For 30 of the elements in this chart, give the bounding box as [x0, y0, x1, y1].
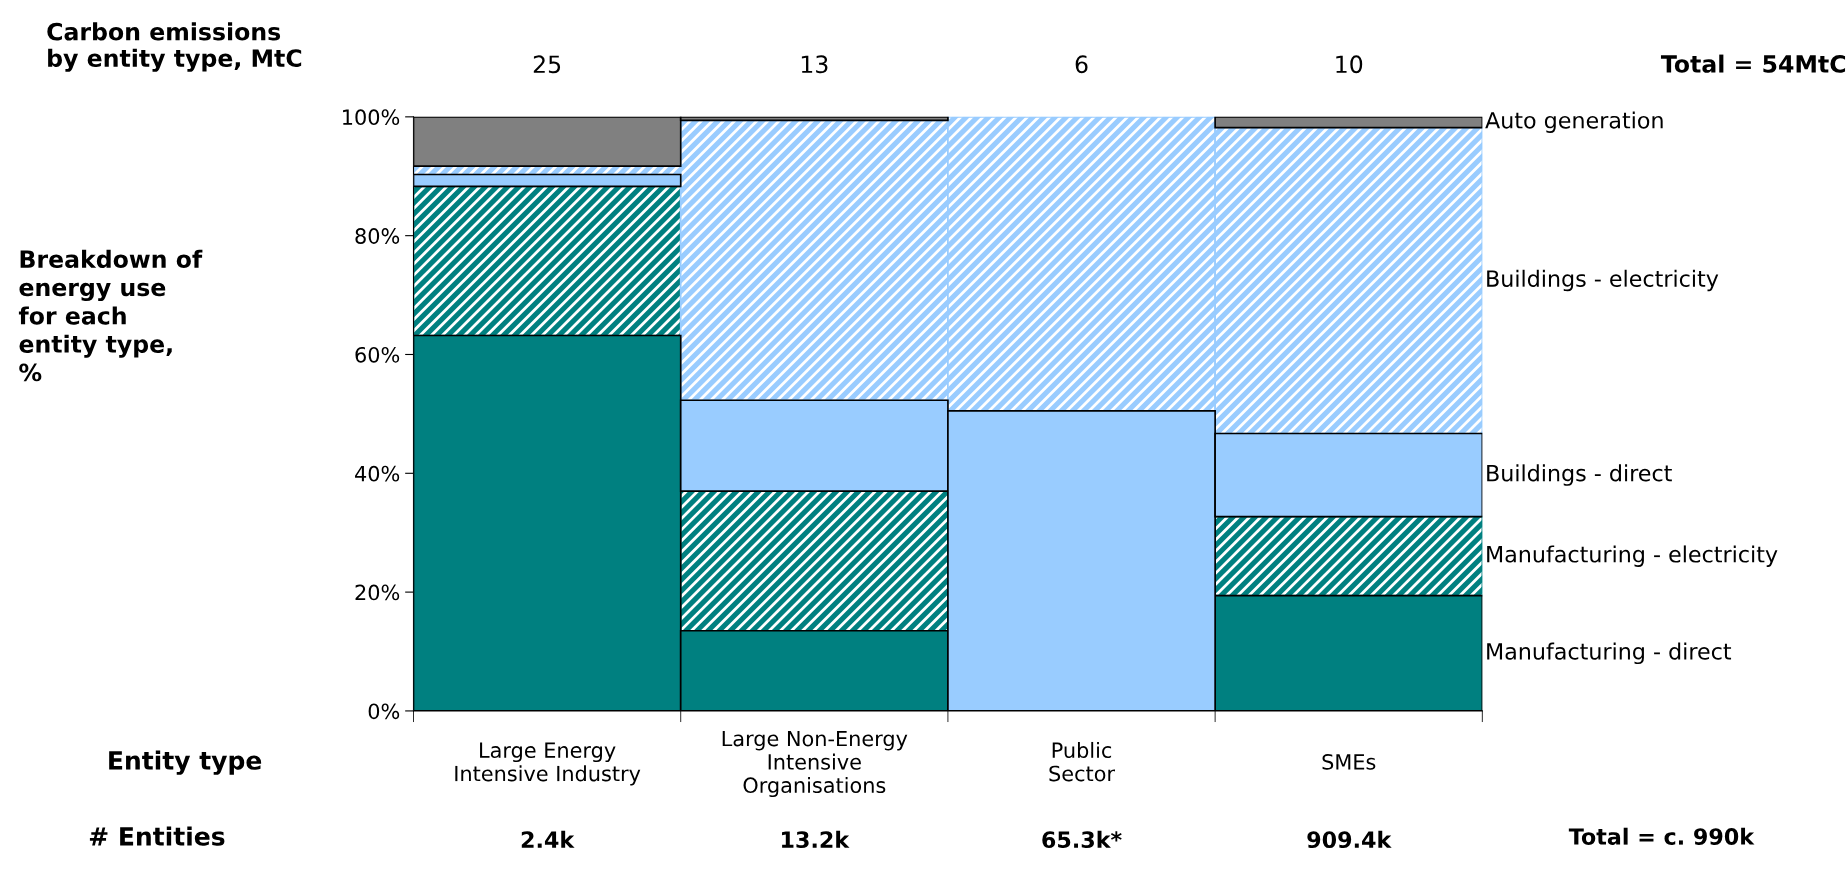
series-label: Buildings - electricity	[1487, 269, 1719, 292]
text: Breakdown of energy use for each entity type, %	[18, 249, 203, 382]
text: 2.4k	[521, 830, 575, 848]
text: 10	[1336, 55, 1363, 74]
x-axis-title: Entity type	[109, 750, 262, 775]
x-tick-label: SMEs	[1322, 753, 1376, 770]
x-tick-label: Large Non-Energy Intensive Organisations	[722, 730, 908, 798]
text: 6	[1075, 55, 1088, 74]
x-tick-label: Public Sector	[1049, 741, 1116, 782]
y-tick-label: 0%	[368, 703, 400, 720]
y-tick-label: 80%	[355, 228, 400, 244]
text: 909.4k	[1307, 830, 1392, 849]
text: Total = 54MtC	[1660, 54, 1846, 73]
x-tick-label: Large Energy Intensive Industry	[455, 742, 641, 786]
y-tick-label: 100%	[343, 109, 400, 126]
text: Carbon emissions by entity type, MtC	[47, 22, 302, 72]
text: 13.2k	[782, 830, 850, 849]
series-label: Manufacturing - direct	[1487, 642, 1732, 665]
text: 65.3k*	[1042, 830, 1122, 849]
text: 13	[801, 55, 828, 74]
bar	[1214, 116, 1483, 129]
series-label: Buildings - direct	[1487, 464, 1672, 486]
text: Total = c. 990k	[1568, 827, 1755, 845]
y-tick-label: 40%	[355, 465, 400, 482]
series-label: Manufacturing - electricity	[1487, 545, 1778, 567]
y-tick-label: 60%	[355, 346, 400, 363]
series-label: Auto generation	[1485, 111, 1663, 133]
text: 25	[533, 55, 561, 74]
text: # Entities	[89, 826, 225, 846]
y-tick-label: 20%	[355, 584, 400, 601]
